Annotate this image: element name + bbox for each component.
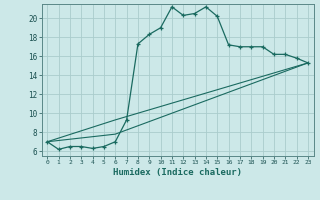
X-axis label: Humidex (Indice chaleur): Humidex (Indice chaleur) <box>113 168 242 177</box>
